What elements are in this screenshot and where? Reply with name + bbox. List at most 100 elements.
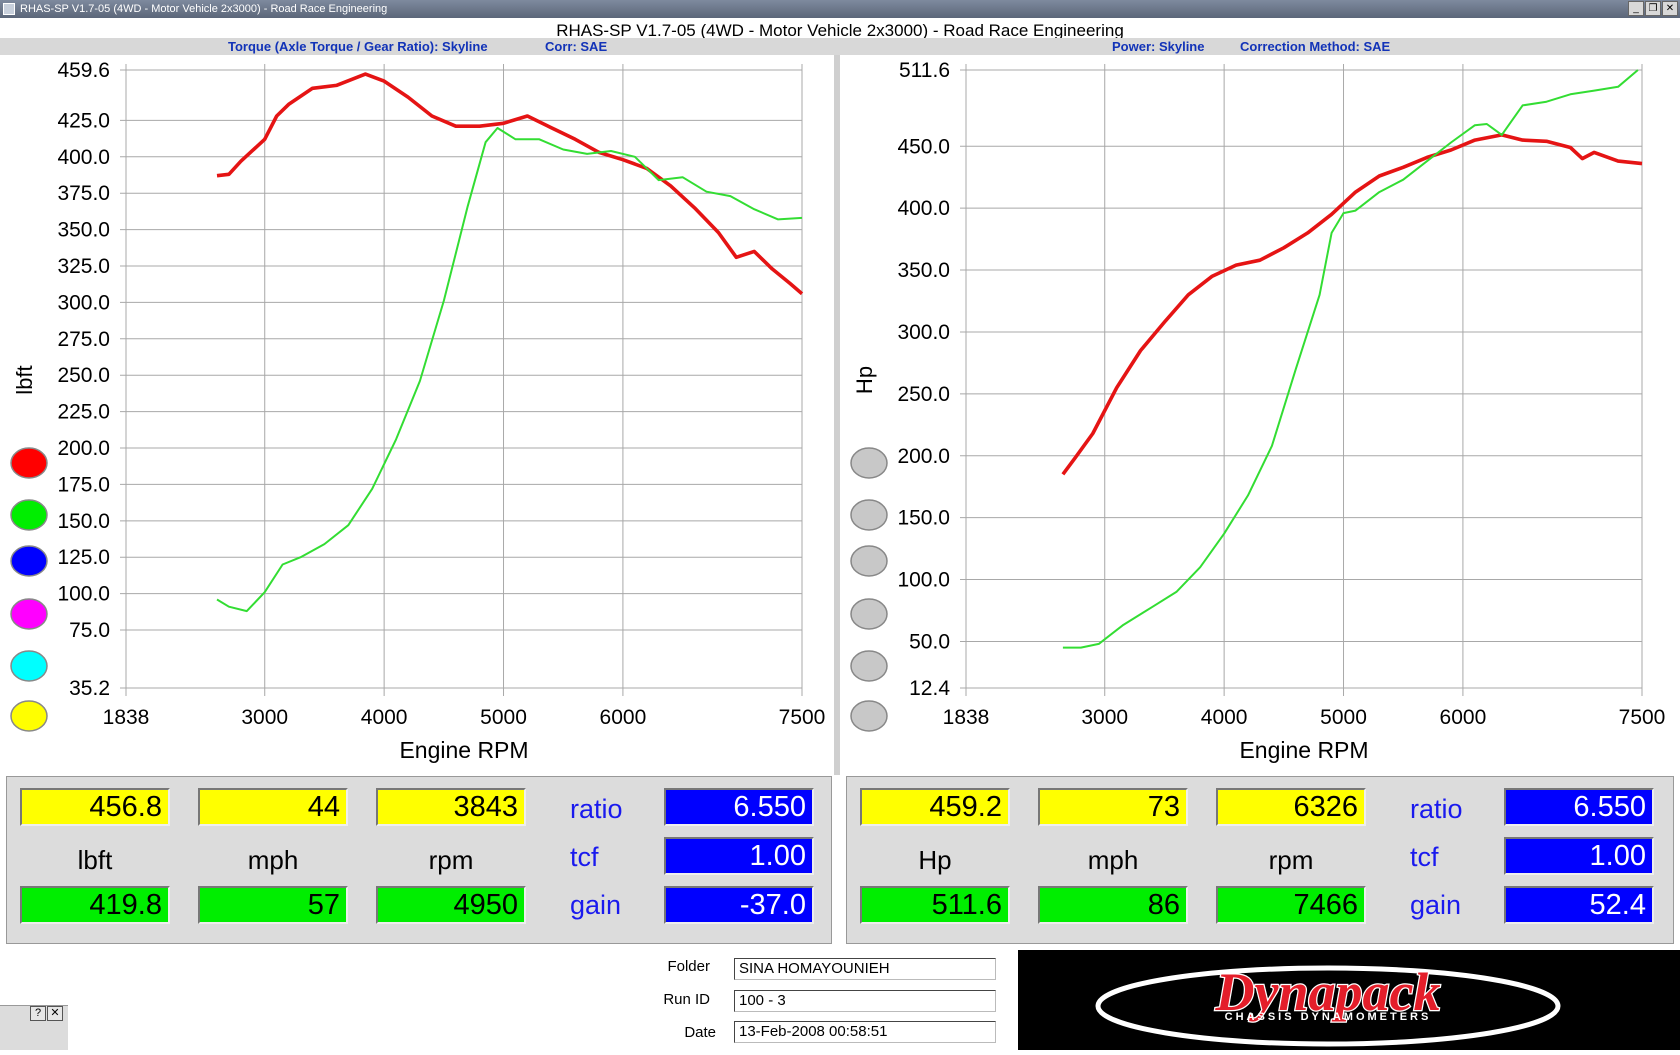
torque-gain-value: -37.0 [664, 886, 814, 924]
power-gain-label: gain [1410, 890, 1462, 920]
minimize-button[interactable]: _ [1628, 1, 1644, 16]
run-id-field[interactable]: 100 - 3 [734, 990, 996, 1012]
torque-tcf-label: tcf [570, 842, 599, 872]
power-y-tick-label: 200.0 [897, 445, 950, 468]
torque-x-tick-label: 6000 [600, 706, 647, 729]
torque-y-tick-label: 200.0 [57, 437, 110, 460]
power-rpm-label: rpm [1268, 845, 1314, 875]
power-y-tick-label: 400.0 [897, 197, 950, 220]
torque-peak-rpm: 3843 [376, 788, 526, 826]
power-y-tick-label: 511.6 [899, 59, 950, 82]
close-button[interactable]: ✕ [1662, 1, 1678, 16]
torque-chart-background [0, 55, 834, 775]
torque-y-tick-label: 100.0 [57, 583, 110, 606]
power-ratio-value: 6.550 [1504, 788, 1654, 826]
torque-x-tick-label: 5000 [480, 706, 527, 729]
torque-y-axis-label: lbft [12, 365, 37, 394]
power-series-red-line [1061, 133, 1643, 476]
torque-x-tick-label: 3000 [241, 706, 288, 729]
power-series-swatch[interactable] [850, 499, 888, 531]
power-unit-label: Hp [918, 845, 952, 875]
torque-series-swatch[interactable] [10, 447, 48, 479]
power-tcf-label: tcf [1410, 842, 1439, 872]
power-x-tick-label: 6000 [1440, 706, 1487, 729]
power-y-tick-label: 150.0 [897, 507, 950, 530]
torque-series-swatch[interactable] [10, 598, 48, 630]
torque-rpm-label: rpm [428, 845, 474, 875]
torque-y-tick-label: 459.6 [57, 59, 110, 82]
torque-y-tick-label: 325.0 [57, 255, 110, 278]
torque-x-tick-label: 1838 [103, 706, 150, 729]
chart-divider [834, 55, 840, 775]
torque-peak-value: 456.8 [20, 788, 170, 826]
torque-x-axis-label: Engine RPM [399, 737, 528, 763]
logo-swoosh [1095, 965, 1561, 1047]
torque-y-tick-label: 375.0 [57, 182, 110, 205]
power-series-swatch[interactable] [850, 447, 888, 479]
app-icon [3, 3, 15, 15]
power-ratio-label: ratio [1410, 794, 1463, 824]
torque-y-tick-label: 35.2 [69, 677, 110, 700]
torque-peak-mph: 44 [198, 788, 348, 826]
power-other-rpm: 7466 [1216, 886, 1366, 924]
torque-x-tick-label: 4000 [361, 706, 408, 729]
power-mph-label: mph [1087, 845, 1139, 875]
torque-y-tick-label: 75.0 [69, 619, 110, 642]
torque-y-tick-label: 400.0 [57, 146, 110, 169]
date-label: Date [684, 1024, 716, 1041]
torque-series-red-line [216, 72, 804, 296]
torque-series-swatch[interactable] [10, 700, 48, 732]
torque-series-green-line [216, 127, 803, 613]
date-field[interactable]: 13-Feb-2008 00:58:51 [734, 1021, 996, 1043]
run-id-label: Run ID [663, 991, 710, 1008]
power-tcf-value: 1.00 [1504, 837, 1654, 875]
torque-series-swatch[interactable] [10, 650, 48, 682]
help-close-button[interactable]: ✕ [47, 1006, 63, 1021]
power-y-tick-label: 450.0 [897, 135, 950, 158]
page-title: RHAS-SP V1.7-05 (4WD - Motor Vehicle 2x3… [0, 18, 1680, 40]
power-chart: 511.6 450.0 400.0 350.0 300.0 250.0 200.0 150.0… [850, 59, 1666, 763]
dynapack-logo: Dynapack CHASSIS DYNAMOMETERS [1018, 950, 1680, 1050]
power-series-swatch[interactable] [850, 650, 888, 682]
help-button[interactable]: ? [30, 1006, 46, 1021]
charts-area: 459.6 425.0 400.0 375.0 350.0 325.0 300.0 275.0… [0, 55, 1680, 775]
power-x-tick-label: 5000 [1320, 706, 1367, 729]
logo-graphic: Dynapack CHASSIS DYNAMOMETERS [1095, 961, 1561, 1047]
power-x-tick-label: 1838 [943, 706, 990, 729]
power-series-swatch[interactable] [850, 598, 888, 630]
power-other-mph: 86 [1038, 886, 1188, 924]
torque-unit-label: lbft [77, 845, 113, 875]
power-x-tick-label: 7500 [1619, 706, 1666, 729]
torque-y-tick-label: 425.0 [57, 109, 110, 132]
logo-tagline: CHASSIS DYNAMOMETERS [1225, 1011, 1432, 1023]
power-series-swatch[interactable] [850, 700, 888, 732]
torque-y-tick-label: 275.0 [57, 328, 110, 351]
power-peak-rpm: 6326 [1216, 788, 1366, 826]
power-y-axis-label: Hp [852, 366, 877, 394]
torque-y-tick-label: 175.0 [57, 473, 110, 496]
power-y-tick-label: 12.4 [909, 677, 950, 700]
power-y-tick-label: 250.0 [897, 383, 950, 406]
logo-brand: Dynapack [1215, 962, 1441, 1022]
torque-chart: 459.6 425.0 400.0 375.0 350.0 325.0 300.0 275.0… [10, 59, 826, 763]
power-x-axis-label: Engine RPM [1239, 737, 1368, 763]
restore-button[interactable]: ❐ [1645, 1, 1661, 16]
torque-mph-label: mph [247, 845, 299, 875]
folder-label: Folder [667, 958, 710, 975]
torque-y-tick-label: 125.0 [57, 546, 110, 569]
power-gain-value: 52.4 [1504, 886, 1654, 924]
power-series-swatch[interactable] [850, 545, 888, 577]
torque-source-label: Torque (Axle Torque / Gear Ratio): Skyli… [228, 39, 488, 54]
torque-y-tick-label: 250.0 [57, 364, 110, 387]
torque-y-tick-label: 225.0 [57, 401, 110, 424]
torque-series-swatch[interactable] [10, 545, 48, 577]
power-series-green-line [1062, 69, 1639, 649]
torque-series-swatch[interactable] [10, 499, 48, 531]
folder-field[interactable]: SINA HOMAYOUNIEH [734, 958, 996, 980]
power-chart-background [840, 55, 1680, 775]
torque-other-rpm: 4950 [376, 886, 526, 924]
torque-x-tick-label: 7500 [779, 706, 826, 729]
torque-ratio-label: ratio [570, 794, 623, 824]
torque-y-tick-label: 150.0 [57, 510, 110, 533]
power-peak-value: 459.2 [860, 788, 1010, 826]
